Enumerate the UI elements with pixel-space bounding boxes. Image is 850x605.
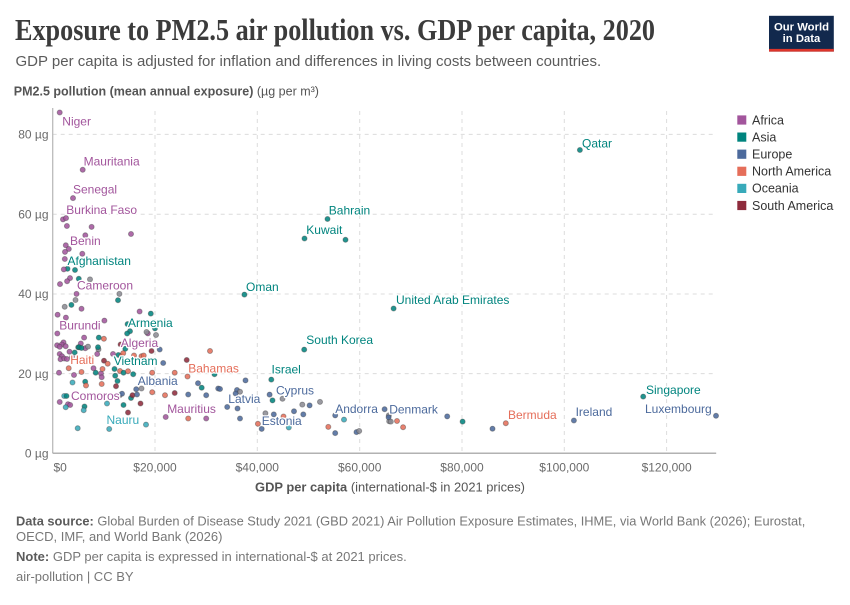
svg-text:Exposure to PM2.5 air pollutio: Exposure to PM2.5 air pollution vs. GDP … bbox=[15, 12, 655, 47]
svg-text:Note: GDP per capita is expres: Note: GDP per capita is expressed in int… bbox=[16, 549, 407, 564]
svg-text:Israel: Israel bbox=[272, 363, 301, 377]
svg-text:Armenia: Armenia bbox=[128, 316, 173, 330]
svg-text:Bermuda: Bermuda bbox=[508, 408, 557, 422]
svg-text:$100,000: $100,000 bbox=[539, 461, 589, 475]
svg-text:Comoros: Comoros bbox=[71, 389, 120, 403]
svg-text:40 µg: 40 µg bbox=[18, 287, 48, 301]
svg-text:60 µg: 60 µg bbox=[18, 207, 48, 221]
svg-text:South America: South America bbox=[752, 199, 833, 213]
svg-text:Niger: Niger bbox=[62, 115, 91, 129]
svg-text:Africa: Africa bbox=[752, 113, 784, 127]
svg-text:Nauru: Nauru bbox=[107, 413, 140, 427]
svg-text:Algeria: Algeria bbox=[121, 336, 159, 350]
svg-text:Our World: Our World bbox=[774, 22, 829, 34]
svg-text:OECD, IMF, and World Bank (202: OECD, IMF, and World Bank (2026) bbox=[16, 529, 222, 544]
svg-text:Haiti: Haiti bbox=[70, 353, 94, 367]
svg-text:Albania: Albania bbox=[138, 374, 178, 388]
svg-text:North America: North America bbox=[752, 165, 831, 179]
svg-text:United Arab Emirates: United Arab Emirates bbox=[396, 293, 509, 307]
svg-text:Kuwait: Kuwait bbox=[306, 223, 343, 237]
svg-text:Mauritius: Mauritius bbox=[167, 402, 216, 416]
svg-text:$40,000: $40,000 bbox=[236, 461, 280, 475]
svg-text:Asia: Asia bbox=[752, 130, 776, 144]
svg-text:Benin: Benin bbox=[70, 234, 101, 248]
svg-text:Cyprus: Cyprus bbox=[276, 384, 314, 398]
svg-text:GDP per capita is adjusted for: GDP per capita is adjusted for inflation… bbox=[16, 53, 602, 70]
svg-text:80 µg: 80 µg bbox=[18, 128, 48, 142]
svg-text:Ireland: Ireland bbox=[576, 405, 613, 419]
svg-text:Senegal: Senegal bbox=[73, 183, 117, 197]
svg-text:Bahamas: Bahamas bbox=[188, 362, 239, 376]
svg-text:Data source: Global Burden of: Data source: Global Burden of Disease St… bbox=[16, 514, 805, 529]
svg-text:South Korea: South Korea bbox=[306, 333, 373, 347]
svg-text:GDP per capita (international-: GDP per capita (international-$ in 2021 … bbox=[255, 480, 525, 495]
svg-text:Oceania: Oceania bbox=[752, 182, 799, 196]
svg-text:PM2.5 pollution (mean annual e: PM2.5 pollution (mean annual exposure) (… bbox=[14, 85, 319, 99]
svg-text:20 µg: 20 µg bbox=[18, 367, 48, 381]
svg-text:Latvia: Latvia bbox=[228, 392, 260, 406]
svg-text:Oman: Oman bbox=[246, 280, 279, 294]
svg-text:$80,000: $80,000 bbox=[440, 461, 484, 475]
svg-text:Mauritania: Mauritania bbox=[84, 155, 140, 169]
svg-text:Afghanistan: Afghanistan bbox=[68, 254, 131, 268]
svg-text:Burundi: Burundi bbox=[59, 319, 100, 333]
svg-text:$0: $0 bbox=[54, 461, 68, 475]
svg-text:in Data: in Data bbox=[783, 33, 821, 45]
svg-text:Vietnam: Vietnam bbox=[114, 354, 158, 368]
svg-text:Qatar: Qatar bbox=[582, 136, 612, 150]
svg-text:air-pollution | CC BY: air-pollution | CC BY bbox=[16, 569, 134, 584]
svg-text:Europe: Europe bbox=[752, 148, 792, 162]
svg-text:$20,000: $20,000 bbox=[133, 461, 177, 475]
svg-text:0 µg: 0 µg bbox=[25, 446, 49, 460]
svg-text:Bahrain: Bahrain bbox=[329, 204, 370, 218]
svg-text:Burkina Faso: Burkina Faso bbox=[66, 203, 137, 217]
svg-text:Cameroon: Cameroon bbox=[77, 279, 133, 293]
svg-text:$60,000: $60,000 bbox=[338, 461, 382, 475]
svg-text:$120,000: $120,000 bbox=[642, 461, 692, 475]
svg-text:Luxembourg: Luxembourg bbox=[645, 402, 712, 416]
svg-text:Singapore: Singapore bbox=[646, 383, 701, 397]
svg-text:Andorra: Andorra bbox=[335, 402, 378, 416]
svg-text:Denmark: Denmark bbox=[389, 403, 439, 417]
svg-text:Estonia: Estonia bbox=[262, 414, 302, 428]
